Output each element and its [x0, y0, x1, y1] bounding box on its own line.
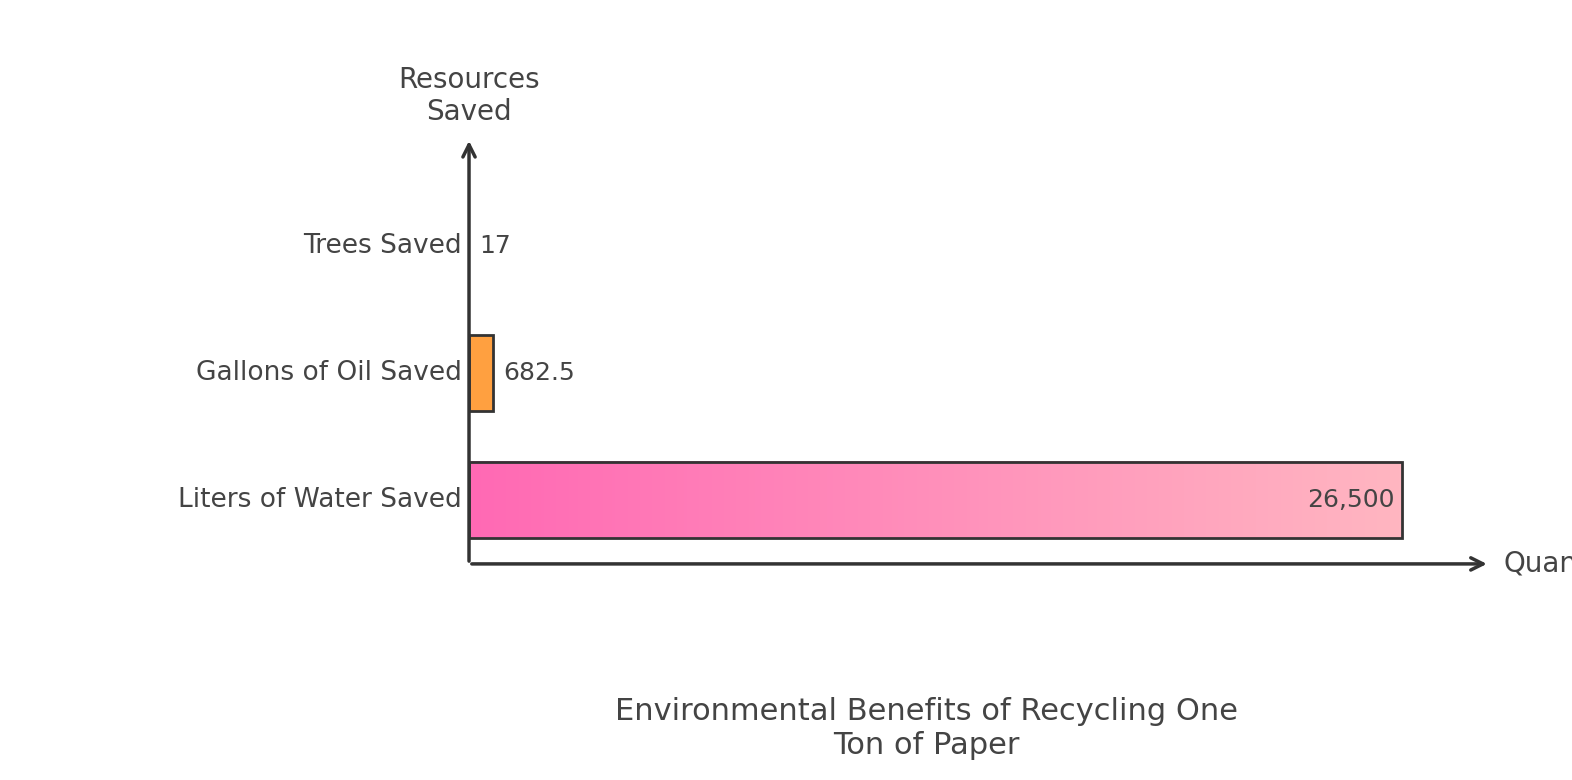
Bar	[468, 463, 1402, 538]
Text: 26,500: 26,500	[1308, 488, 1394, 512]
Text: Quantity: Quantity	[1504, 550, 1572, 578]
Text: Gallons of Oil Saved: Gallons of Oil Saved	[196, 360, 462, 386]
Text: Liters of Water Saved: Liters of Water Saved	[178, 488, 462, 513]
Bar	[468, 335, 494, 411]
Text: Resources
Saved: Resources Saved	[398, 66, 539, 126]
Text: Trees Saved: Trees Saved	[303, 233, 462, 259]
Text: 17: 17	[479, 234, 511, 258]
Text: 682.5: 682.5	[503, 361, 575, 385]
Text: Environmental Benefits of Recycling One
Ton of Paper: Environmental Benefits of Recycling One …	[615, 697, 1239, 760]
